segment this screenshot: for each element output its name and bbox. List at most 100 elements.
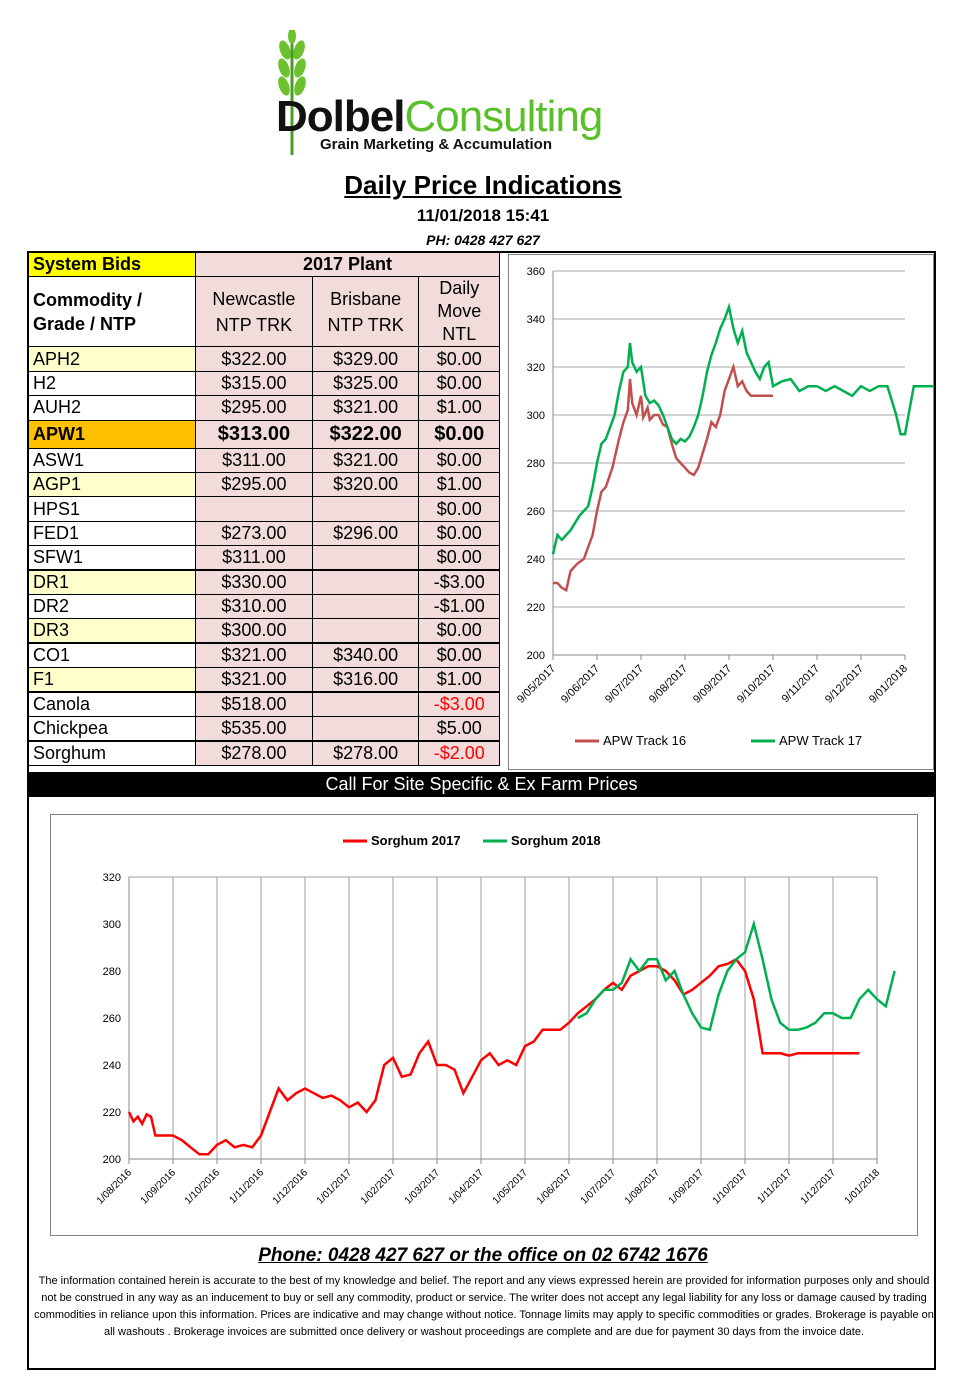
brisbane-price-cell: $322.00: [311, 419, 420, 449]
legend-label: Sorghum 2018: [511, 833, 601, 848]
x-tick-label: 1/05/2017: [491, 1167, 531, 1207]
x-tick-label: 1/07/2017: [579, 1167, 619, 1207]
wheat-icon: [278, 30, 306, 155]
y-tick-label: 300: [527, 410, 545, 422]
table-row: HPS1 $0.00: [27, 496, 500, 522]
daily-move-cell: $0.00: [418, 496, 500, 522]
footer-phone: Phone: 0428 427 627 or the office on 02 …: [258, 1245, 708, 1266]
brisbane-price-cell: [311, 690, 420, 717]
table-row: DR1 $330.00 -$3.00: [27, 568, 500, 595]
brisbane-price-cell: [311, 715, 420, 742]
site-prices-banner: Call For Site Specific & Ex Farm Prices: [28, 772, 935, 797]
table-row: F1 $321.00 $316.00 $1.00: [27, 667, 500, 693]
company-logo: DolbelConsulting Grain Marketing & Accum…: [270, 30, 630, 160]
apw-track-chart: 200 220 240 260 280 300 320 340 360 9/05/2017 9/06…: [515, 266, 949, 748]
table-row: Chickpea $535.00 $5.00: [27, 715, 500, 742]
newcastle-price-cell: $311.00: [195, 545, 313, 571]
x-tick-label: 1/03/2017: [403, 1167, 443, 1207]
y-tick-label: 280: [103, 966, 121, 978]
y-tick-label: 260: [103, 1013, 121, 1025]
x-tick-label: 1/10/2016: [183, 1167, 223, 1207]
newcastle-price-cell: $295.00: [195, 471, 313, 498]
brisbane-price-cell: $320.00: [311, 471, 420, 498]
y-tick-label: 240: [527, 554, 545, 566]
report-datetime: 11/01/2018 15:41: [416, 206, 550, 225]
newcastle-price-cell: $311.00: [195, 447, 313, 473]
brisbane-price-cell: $340.00: [311, 642, 420, 669]
daily-move-cell: $0.00: [418, 618, 500, 644]
brisbane-price-cell: $296.00: [311, 520, 420, 547]
grade-cell: Sorghum: [27, 739, 197, 766]
brisbane-price-cell: [311, 496, 420, 522]
grade-cell: DR2: [27, 593, 197, 620]
table-row: DR3 $300.00 $0.00: [27, 618, 500, 644]
newcastle-price-cell: $310.00: [195, 593, 313, 620]
system-bids-label: System Bids: [27, 251, 197, 278]
grade-cell: Canola: [27, 690, 197, 717]
daily-move-cell: $1.00: [418, 667, 500, 693]
daily-move-cell: -$1.00: [418, 593, 500, 620]
table-row: Sorghum $278.00 $278.00 -$2.00: [27, 739, 500, 766]
daily-move-cell: $1.00: [418, 395, 500, 421]
legend-label: APW Track 16: [603, 733, 686, 748]
disclaimer: The information contained herein is accu…: [34, 1275, 934, 1338]
col-commodity: Commodity / Grade / NTP: [27, 276, 197, 348]
grade-cell: H2: [27, 370, 197, 397]
grade-cell: DR1: [27, 568, 197, 595]
daily-move-cell: -$3.00: [418, 568, 500, 595]
table-row: APH2 $322.00 $329.00 $0.00: [27, 346, 500, 372]
y-tick-label: 200: [103, 1154, 121, 1166]
table-row: SFW1 $311.00 $0.00: [27, 545, 500, 571]
daily-move-cell: $0.00: [418, 346, 500, 372]
plant-header: 2017 Plant: [195, 251, 500, 278]
series-line-1: [577, 919, 896, 1032]
grade-cell: F1: [27, 667, 197, 693]
daily-move-cell: $0.00: [418, 419, 500, 449]
grade-cell: HPS1: [27, 496, 197, 522]
brisbane-price-cell: $321.00: [311, 447, 420, 473]
brand-tagline: Grain Marketing & Accumulation: [320, 136, 552, 153]
x-tick-label: 1/10/2017: [711, 1167, 751, 1207]
table-row: FED1 $273.00 $296.00 $0.00: [27, 520, 500, 547]
grade-cell: AGP1: [27, 471, 197, 498]
grade-cell: Chickpea: [27, 715, 197, 742]
y-tick-label: 340: [527, 314, 545, 326]
x-tick-label: 1/06/2017: [535, 1167, 575, 1207]
newcastle-price-cell: $315.00: [195, 370, 313, 397]
newcastle-price-cell: $322.00: [195, 346, 313, 372]
grade-cell: DR3: [27, 618, 197, 644]
grade-cell: FED1: [27, 520, 197, 547]
grade-cell: ASW1: [27, 447, 197, 473]
newcastle-price-cell: $321.00: [195, 642, 313, 669]
y-tick-label: 220: [527, 602, 545, 614]
brisbane-price-cell: [311, 618, 420, 644]
y-tick-label: 320: [527, 362, 545, 374]
series-line-0: [553, 362, 773, 593]
brisbane-price-cell: $316.00: [311, 667, 420, 693]
table-row: APW1 $313.00 $322.00 $0.00: [27, 419, 500, 449]
daily-move-cell: $5.00: [418, 715, 500, 742]
brand-name: DolbelConsulting: [276, 92, 603, 142]
newcastle-price-cell: $278.00: [195, 739, 313, 766]
y-tick-label: 260: [527, 506, 545, 518]
table-row: AUH2 $295.00 $321.00 $1.00: [27, 395, 500, 421]
x-tick-label: 1/01/2018: [843, 1167, 883, 1207]
sorghum-chart: 200 220 240 260 280 300 320 1/08/2016 1/09/2016 1…: [50, 814, 918, 1236]
daily-move-cell: $0.00: [418, 520, 500, 547]
brisbane-price-cell: $325.00: [311, 370, 420, 397]
x-tick-label: 1/04/2017: [447, 1167, 487, 1207]
grade-cell: CO1: [27, 642, 197, 669]
col-daily-move: Daily Move NTL: [418, 276, 500, 348]
y-tick-label: 320: [103, 872, 121, 884]
y-tick-label: 300: [103, 919, 121, 931]
x-tick-label: 1/02/2017: [359, 1167, 399, 1207]
y-tick-label: 280: [527, 458, 545, 470]
grade-cell: APH2: [27, 346, 197, 372]
daily-move-cell: -$3.00: [418, 690, 500, 717]
x-tick-label: 9/06/2017: [559, 663, 602, 706]
x-tick-label: 9/08/2017: [647, 663, 690, 706]
y-tick-label: 240: [103, 1060, 121, 1072]
x-tick-label: 9/11/2017: [780, 663, 823, 706]
table-row: ASW1 $311.00 $321.00 $0.00: [27, 447, 500, 473]
